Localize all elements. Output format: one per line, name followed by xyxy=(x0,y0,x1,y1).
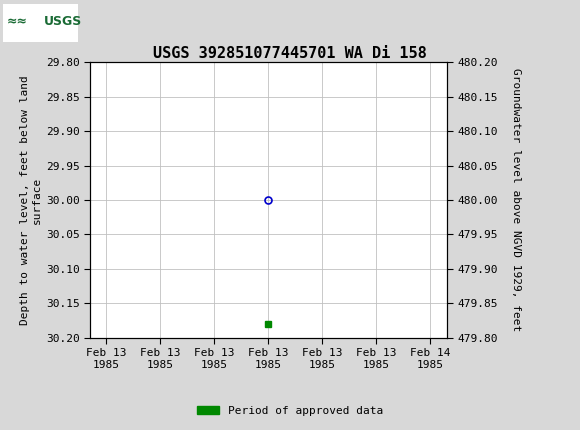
Text: ≈≈: ≈≈ xyxy=(7,15,28,28)
Legend: Period of approved data: Period of approved data xyxy=(193,401,387,420)
Text: USGS 392851077445701 WA Di 158: USGS 392851077445701 WA Di 158 xyxy=(153,46,427,61)
Y-axis label: Groundwater level above NGVD 1929, feet: Groundwater level above NGVD 1929, feet xyxy=(512,68,521,332)
Text: USGS: USGS xyxy=(44,15,82,28)
Bar xyxy=(3,3,78,42)
Y-axis label: Depth to water level, feet below land
surface: Depth to water level, feet below land su… xyxy=(20,75,42,325)
